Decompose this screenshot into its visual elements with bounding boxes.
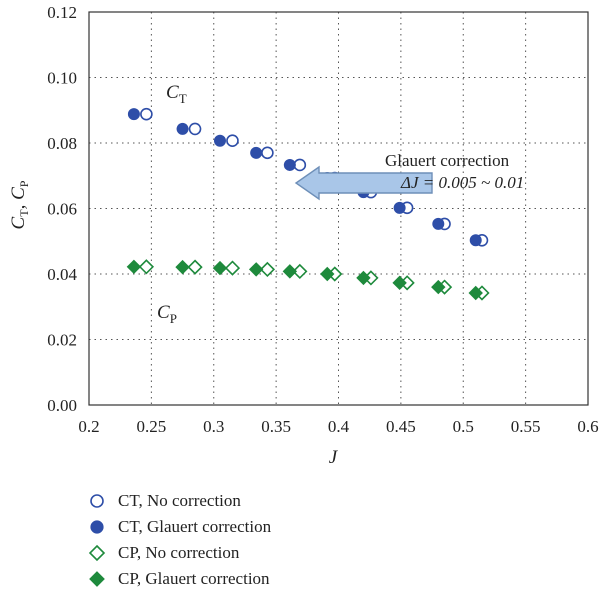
legend-item: CP, No correction	[82, 540, 271, 566]
grid	[89, 12, 588, 405]
x-axis-ticks: 0.2 0.25 0.3 0.35 0.4 0.45 0.5 0.55 0.6	[78, 417, 598, 436]
data-point-open-circle	[226, 134, 239, 148]
y-axis-ticks: 0.00 0.02 0.04 0.06 0.08 0.10 0.12	[47, 3, 77, 415]
data-point-filled-diamond	[468, 285, 483, 301]
x-tick-label: 0.2	[78, 417, 99, 436]
data-point-filled-diamond	[392, 275, 407, 291]
legend-label: CP, Glauert correction	[118, 569, 270, 588]
x-tick-label: 0.6	[577, 417, 598, 436]
data-point-filled-circle	[283, 158, 296, 171]
ct-annotation: CT	[166, 82, 187, 106]
data-point-filled-circle	[213, 134, 226, 147]
x-tick-label: 0.35	[261, 417, 291, 436]
x-tick-label: 0.5	[453, 417, 474, 436]
plot-frame	[88, 11, 589, 406]
legend-item: CP, Glauert correction	[82, 566, 271, 592]
x-tick-label: 0.4	[328, 417, 350, 436]
data-point-open-circle	[188, 122, 202, 136]
data-point-open-circle	[293, 158, 307, 172]
data-marks	[126, 107, 490, 301]
data-point-open-circle	[261, 146, 274, 160]
data-point-open-diamond	[187, 259, 203, 275]
x-tick-label: 0.45	[386, 417, 416, 436]
data-point-filled-circle	[469, 234, 482, 247]
arrow-shape	[294, 165, 433, 201]
data-point-filled-circle	[250, 146, 263, 159]
y-tick-label: 0.12	[47, 3, 77, 22]
data-point-filled-circle	[127, 108, 140, 121]
data-point-filled-diamond	[320, 266, 335, 282]
y-tick-label: 0.08	[47, 134, 77, 153]
open-circle-icon	[90, 494, 104, 508]
legend-label: CT, Glauert correction	[118, 517, 272, 536]
legend-item: CT, No correction	[82, 488, 271, 514]
data-point-filled-diamond	[431, 279, 446, 295]
legend-item: CT, Glauert correction	[82, 514, 271, 540]
arrow-label-line2: ΔJ = 0.005 ~ 0.01	[400, 173, 524, 192]
open-diamond-icon	[88, 544, 106, 562]
data-point-filled-circle	[176, 122, 189, 135]
y-axis-title: CT, CP	[8, 180, 31, 229]
series-filled-diamond	[126, 259, 483, 301]
filled-diamond-icon	[89, 571, 105, 587]
legend-label: CP, No correction	[118, 543, 240, 562]
filled-circle-icon	[90, 520, 104, 534]
glauert-arrow	[294, 165, 433, 201]
data-point-filled-diamond	[212, 260, 228, 276]
y-tick-label: 0.06	[47, 200, 77, 219]
cp-annotation: CP	[157, 302, 177, 326]
data-point-filled-circle	[432, 217, 445, 230]
x-tick-label: 0.25	[137, 417, 167, 436]
data-point-open-diamond	[259, 261, 276, 278]
data-point-filled-diamond	[248, 262, 264, 277]
data-point-open-diamond	[138, 259, 155, 275]
data-point-open-circle	[140, 107, 153, 121]
data-point-filled-diamond	[126, 259, 142, 275]
y-tick-label: 0.00	[47, 396, 77, 415]
chart: 0.000.020.040.060.080.100.12 0.2 0.25 0.3 0…	[8, 3, 599, 468]
series-open-diamond	[138, 259, 490, 301]
legend-label: CT, No correction	[118, 491, 241, 510]
data-point-filled-circle	[393, 201, 406, 214]
legend: CT, No correction CT, Glauert correction…	[82, 488, 271, 592]
y-tick-label: 0.10	[47, 69, 77, 88]
y-tick-label: 0.04	[47, 265, 77, 284]
data-point-filled-diamond	[282, 264, 298, 279]
x-axis-title: J	[329, 447, 339, 468]
x-tick-label: 0.55	[511, 417, 541, 436]
y-tick-label: 0.02	[47, 331, 77, 350]
data-point-filled-diamond	[356, 270, 371, 286]
data-point-open-diamond	[224, 260, 241, 276]
arrow-label-line1: Glauert correction	[385, 151, 510, 170]
data-point-open-diamond	[292, 263, 308, 280]
x-tick-label: 0.3	[203, 417, 224, 436]
data-point-filled-diamond	[175, 259, 190, 275]
